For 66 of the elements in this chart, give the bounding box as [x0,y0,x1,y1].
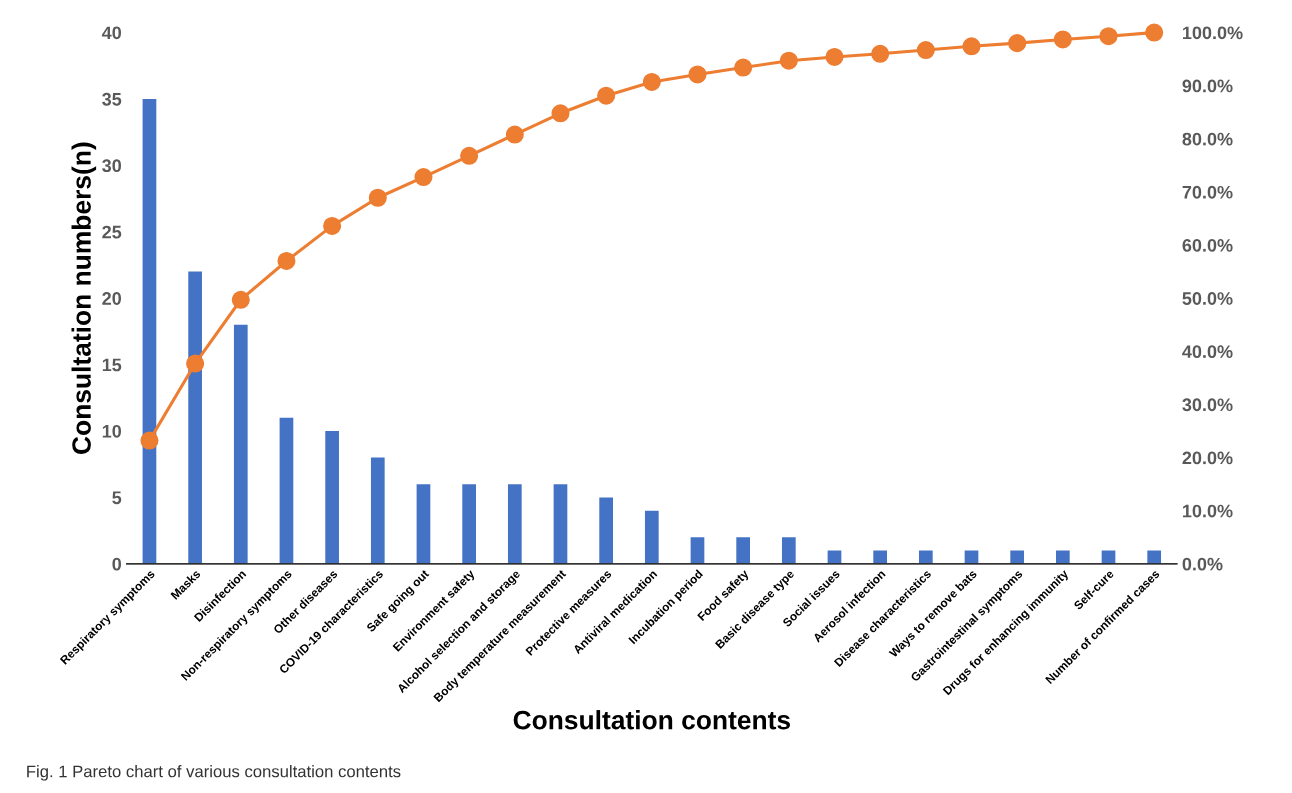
y2-tick-label: 0.0% [1182,557,1223,571]
point [140,431,159,450]
point [734,58,753,77]
bar [690,537,705,564]
point [642,72,661,91]
point [597,86,616,105]
bar [918,550,933,564]
bar [325,431,339,564]
y2-tick-label: 10.0% [1183,504,1233,518]
y2-tick-label: 30.0% [1182,398,1233,412]
point [688,65,707,84]
caption: Fig. 1 Pareto chart of various consultation contents [27,765,401,781]
bar [462,484,476,564]
y2-tick-label: 50.0% [1182,292,1233,305]
y-tick-label: 35 [102,92,122,106]
y2-tick-label: 70.0% [1182,185,1233,199]
y-tick-label: 5 [112,491,122,505]
y2-tick-label: 100.0% [1183,26,1243,40]
y2-tick-label: 40.0% [1182,345,1233,359]
y-tick-label: 0 [112,557,122,571]
y2-tick-label: 20.0% [1182,451,1233,465]
bar [1010,550,1025,564]
bar [279,417,294,564]
point [916,41,935,60]
point [231,290,250,309]
y-tick-label: 25 [102,225,122,239]
point [186,354,205,373]
point [962,37,981,56]
y-tick-label: 10 [102,424,122,438]
point [871,44,890,63]
point [779,51,798,70]
point [323,216,342,235]
point [277,251,296,271]
bar [781,537,796,564]
point [825,47,844,66]
bar [599,497,613,564]
bar [142,98,157,564]
bar [1055,550,1070,564]
bar [416,484,431,564]
y-tick-label: 30 [102,159,122,173]
point [414,168,433,187]
bar [188,271,202,564]
point [368,188,387,207]
point [551,104,570,123]
point [1099,27,1118,46]
bar [1147,550,1162,564]
bar [736,537,750,564]
y2-tick-label: 80.0% [1182,132,1233,146]
y2-tick-label: 90.0% [1182,79,1233,93]
point [1053,30,1072,49]
point [1008,34,1027,53]
bar [873,550,888,564]
y-tick-label: 20 [102,292,122,305]
point [505,125,524,144]
point [1145,23,1164,42]
x-axis-title: Consultation contents [513,710,791,730]
y-axis-title: Consultation numbers(n) [71,142,97,454]
bar [507,484,522,564]
point [460,146,479,165]
bar [553,484,568,564]
y-tick-label: 40 [101,26,122,40]
y2-tick-label: 60.0% [1182,238,1233,252]
y-tick-label: 15 [102,358,122,372]
bar [644,510,659,564]
bar [370,457,385,564]
bar [233,324,248,564]
